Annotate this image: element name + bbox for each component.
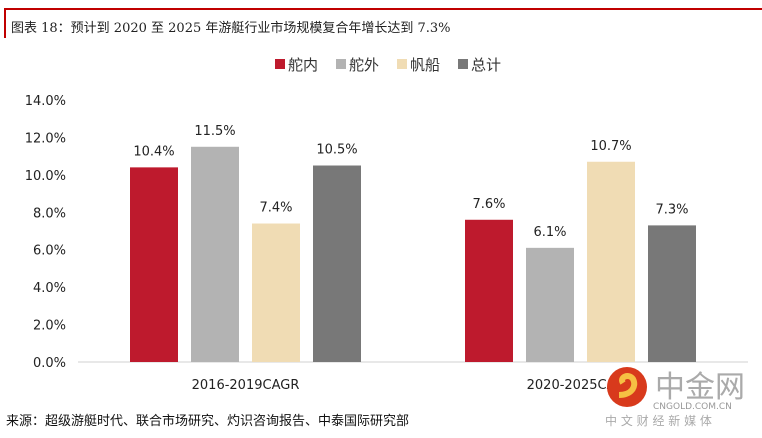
y-tick-label: 10.0% — [25, 169, 66, 184]
data-label: 11.5% — [194, 124, 235, 139]
bar — [252, 223, 300, 362]
title-rule — [4, 8, 762, 10]
y-tick-label: 4.0% — [33, 281, 66, 296]
bar — [465, 219, 513, 362]
legend-swatch — [336, 59, 346, 69]
bar — [191, 146, 239, 362]
legend-label: 总计 — [471, 56, 501, 74]
legend-label: 帆船 — [410, 56, 440, 74]
watermark-logo: 中金网 CNGOLD.COM.CN 中 文 财 经 新 媒 体 — [605, 367, 745, 428]
legend-label: 舵外 — [349, 56, 379, 74]
y-tick-label: 12.0% — [25, 131, 66, 146]
bar — [526, 247, 574, 362]
data-label: 10.7% — [590, 139, 631, 154]
legend-swatch — [275, 59, 285, 69]
y-tick-label: 14.0% — [25, 94, 66, 109]
svg-text:中金网: 中金网 — [655, 370, 745, 405]
title-rule-left — [4, 8, 6, 38]
legend-swatch — [397, 59, 407, 69]
bar — [587, 161, 635, 362]
svg-text:CNGOLD.COM.CN: CNGOLD.COM.CN — [653, 402, 732, 412]
data-label: 7.3% — [655, 202, 688, 217]
data-label: 10.4% — [133, 144, 174, 159]
legend-swatch — [458, 59, 468, 69]
data-label: 6.1% — [533, 225, 566, 240]
source-note: 来源：超级游艇时代、联合市场研究、灼识咨询报告、中泰国际研究部 — [6, 414, 410, 429]
bar — [313, 165, 361, 362]
y-tick-label: 8.0% — [33, 206, 66, 221]
x-tick-label: 2016-2019CAGR — [192, 378, 300, 393]
y-tick-label: 0.0% — [33, 356, 66, 371]
bar — [130, 167, 178, 362]
bar — [648, 225, 696, 362]
data-label: 10.5% — [316, 143, 357, 158]
y-tick-label: 2.0% — [33, 319, 66, 334]
figure-title: 图表 18：预计到 2020 至 2025 年游艇行业市场规模复合年增长达到 7… — [11, 21, 451, 36]
svg-text:中 文 财 经 新 媒 体: 中 文 财 经 新 媒 体 — [605, 413, 712, 428]
legend-label: 舵内 — [288, 56, 318, 74]
data-label: 7.6% — [472, 197, 505, 212]
data-label: 7.4% — [259, 201, 292, 216]
y-tick-label: 6.0% — [33, 244, 66, 259]
